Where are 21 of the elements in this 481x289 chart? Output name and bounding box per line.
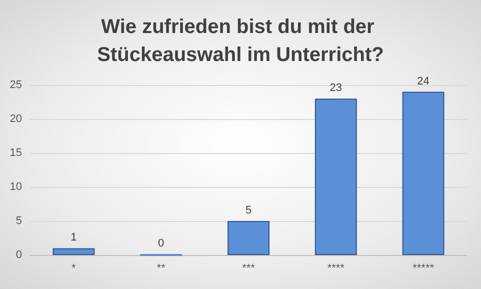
data-label: 23 [330, 82, 342, 94]
y-tick-label: 0 [16, 249, 22, 261]
y-tick-label: 25 [10, 79, 22, 91]
data-label: 1 [70, 232, 77, 244]
bar [314, 98, 357, 255]
bar [52, 248, 95, 255]
x-tick-label: ** [156, 262, 166, 274]
y-tick-label: 10 [10, 181, 22, 193]
data-label: 24 [417, 75, 430, 88]
data-label: 0 [158, 238, 164, 250]
x-tick-label: ***** [412, 262, 435, 274]
x-tick-label: * [72, 262, 77, 274]
data-label: 5 [245, 204, 252, 216]
x-tick-label: **** [327, 262, 346, 274]
y-tick-label: 20 [10, 113, 22, 125]
bar [228, 221, 270, 255]
bar [402, 92, 444, 255]
x-tick-label: *** [242, 262, 256, 274]
chart-title: Wie zufrieden bist du mit der Stückeauswahl im Unterricht? [97, 16, 384, 66]
y-tick-label: 15 [10, 147, 22, 159]
y-tick-label: 5 [16, 215, 22, 227]
